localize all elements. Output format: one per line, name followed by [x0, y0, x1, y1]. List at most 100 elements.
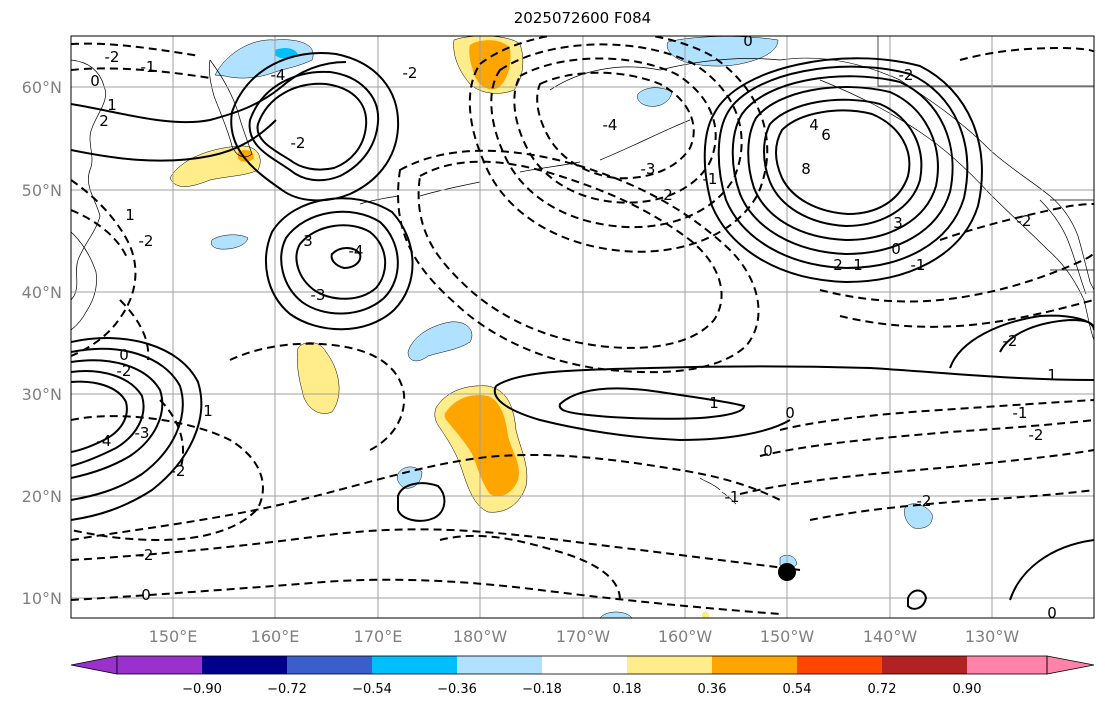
- lon-label: 150°W: [760, 627, 815, 646]
- shade-yellow: [702, 611, 709, 618]
- border-us-canada: [877, 36, 1094, 271]
- coast-asia: [71, 59, 106, 301]
- contour-positive: [763, 98, 923, 228]
- shade-blue: [214, 39, 314, 79]
- colorbar-tick-label: −0.90: [182, 682, 222, 697]
- contour-label: -1: [141, 58, 156, 76]
- shade-blue: [407, 321, 473, 362]
- contour-label: 4: [809, 116, 819, 134]
- lon-label: 170°E: [354, 627, 403, 646]
- colorbar-segment: [287, 656, 372, 674]
- colorbar-segment: [712, 656, 797, 674]
- shade-blue: [637, 87, 673, 107]
- lon-label: 140°W: [863, 627, 918, 646]
- contour-label: -4: [271, 66, 286, 84]
- lon-label: 160°W: [658, 627, 713, 646]
- contour-label: 0: [119, 346, 129, 364]
- contour-negative: [71, 209, 129, 261]
- coast-aleutians: [359, 119, 691, 205]
- lon-label: 130°W: [965, 627, 1020, 646]
- contour-label: -2: [139, 232, 154, 250]
- colorbar-segment: [457, 656, 542, 674]
- contour-label: 1: [203, 402, 213, 420]
- contour-positive: [775, 109, 911, 216]
- lat-label: 40°N: [22, 283, 62, 302]
- colorbar-tick-label: −0.18: [522, 682, 562, 697]
- contour-positive: [495, 365, 1094, 387]
- contour-label: -3: [311, 286, 326, 304]
- contour-positive: [949, 314, 1094, 369]
- contour-positive: [330, 247, 362, 270]
- lat-axis-labels: 60°N 50°N 40°N 30°N 20°N 10°N: [22, 78, 62, 608]
- colorbar-extend-min: [70, 655, 118, 675]
- contours: [71, 52, 1094, 610]
- contour-negative: [513, 57, 717, 204]
- colorbar-segment: [627, 656, 712, 674]
- contour-label: 1: [1047, 366, 1057, 384]
- contour-label: -2: [105, 48, 120, 66]
- colorbar-tick-label: 0.18: [613, 682, 642, 697]
- colorbar-segment: [882, 656, 967, 674]
- contour-label: -2: [117, 362, 132, 380]
- shade-blue: [211, 234, 249, 250]
- contour-label: -2: [1003, 332, 1018, 350]
- contour-label: 8: [801, 160, 811, 178]
- contour-label: -2: [917, 492, 932, 510]
- colorbar-tick-label: −0.54: [352, 682, 392, 697]
- contour-label: -2: [1017, 212, 1032, 230]
- colorbar-extend-max: [1046, 655, 1095, 675]
- contour-negative: [119, 299, 150, 361]
- contour-label: 1: [853, 256, 863, 274]
- shade-yellow: [169, 145, 261, 187]
- contour-positive: [71, 380, 128, 453]
- contour-negative: [779, 399, 1094, 431]
- contour-label: 0: [891, 240, 901, 258]
- contour-label: -2: [291, 134, 306, 152]
- contours-negative: [71, 36, 1094, 615]
- contour-negative: [759, 419, 1094, 457]
- contour-positive: [999, 318, 1094, 353]
- contour-label: 0: [90, 72, 100, 90]
- contour-negative: [439, 534, 621, 601]
- contour-negative: [159, 399, 185, 471]
- contour-label: -2: [171, 462, 186, 480]
- contour-label: 1: [125, 206, 135, 224]
- lat-label: 10°N: [22, 589, 62, 608]
- contour-label: 0: [743, 32, 753, 50]
- contour-positive: [71, 370, 145, 467]
- contour-negative: [71, 453, 781, 541]
- lon-label: 160°E: [251, 627, 300, 646]
- lon-label: 150°E: [149, 627, 198, 646]
- contour-negative: [71, 415, 264, 542]
- contour-negative: [819, 251, 1094, 303]
- colorbar-tick-label: 0.36: [698, 682, 727, 697]
- contour-positive: [71, 119, 277, 162]
- contour-label: 1: [107, 96, 117, 114]
- contour-negative: [739, 449, 1094, 495]
- coast-hawaii: [699, 477, 737, 505]
- contour-label: -1: [725, 488, 740, 506]
- contour-label: -4: [97, 432, 112, 450]
- contour-negative: [397, 149, 760, 374]
- shade-blue: [666, 36, 779, 67]
- contour-label: -4: [349, 242, 364, 260]
- contour-label: -1: [911, 256, 926, 274]
- contour-label: 2: [833, 256, 843, 274]
- contour-label: 2: [99, 112, 109, 130]
- lat-label: 30°N: [22, 385, 62, 404]
- contour-label: 1: [709, 394, 719, 412]
- gridlines: [71, 36, 1094, 618]
- lon-label: 180°W: [453, 627, 508, 646]
- shade-blue: [599, 611, 633, 618]
- contour-label: -3: [135, 424, 150, 442]
- contour-positive: [71, 359, 164, 479]
- colorbar-segment: [117, 656, 202, 674]
- colorbar-segment: [967, 656, 1047, 674]
- contour-positive: [717, 65, 969, 270]
- contour-label: 0: [763, 442, 773, 460]
- contour-negative: [809, 489, 1094, 521]
- coast-bc: [1039, 199, 1087, 295]
- contour-positive: [907, 589, 928, 610]
- coast-alaska: [549, 57, 1094, 291]
- lat-label: 20°N: [22, 487, 62, 506]
